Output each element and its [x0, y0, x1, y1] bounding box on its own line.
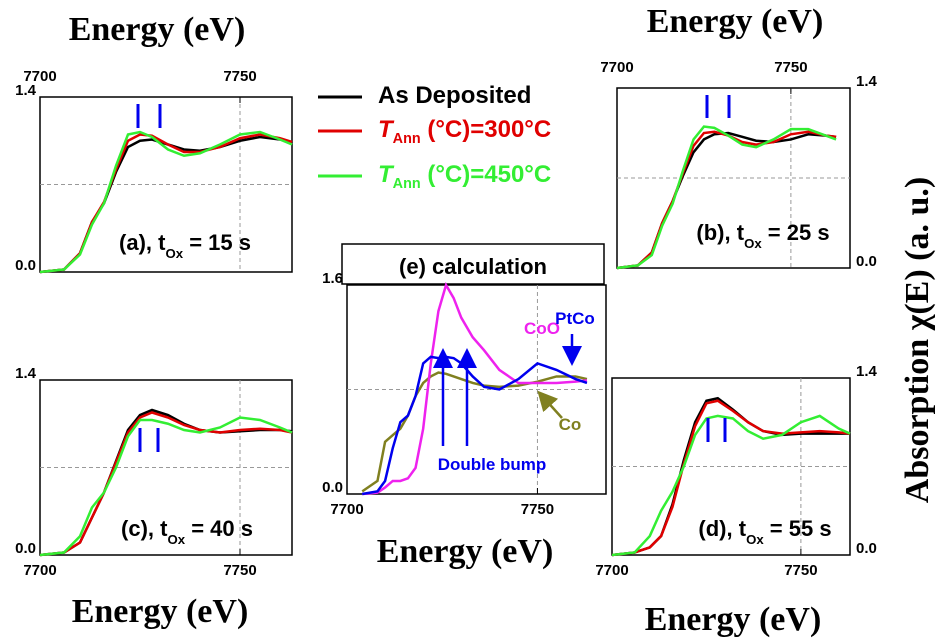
panel-title: (e) calculation: [399, 254, 547, 279]
y-tick-label: 0.0: [15, 257, 36, 274]
text-part: = 25 s: [762, 220, 830, 245]
x-tick-label: 7700: [600, 59, 633, 76]
text-part: = 15 s: [183, 230, 251, 255]
y-axis-label: Absorption χ(E) (a. u.): [899, 177, 936, 503]
text-part: (°C)=300°C: [421, 116, 552, 143]
title-box: [341, 243, 605, 285]
x-tick-label: 7750: [784, 562, 817, 579]
x-tick-label: 7750: [223, 562, 256, 579]
text-part: T: [378, 116, 395, 143]
text-part: (c), t: [121, 516, 168, 541]
y-tick-label: 1.6: [322, 270, 343, 287]
arrows: [433, 334, 582, 446]
series-line: [611, 399, 851, 557]
text-part: T: [378, 161, 395, 188]
y-tick-label: 1.4: [15, 365, 37, 382]
text-part: Ann: [393, 176, 421, 192]
panel-title: (c), tOx = 40 s: [121, 516, 253, 547]
x-tick-label: 7750: [521, 501, 554, 518]
text-part: (d), t: [698, 516, 746, 541]
text-part: (°C)=450°C: [421, 161, 552, 188]
x-tick-label: 7700: [23, 562, 56, 579]
series-line: [616, 125, 837, 270]
annotation: Co: [559, 415, 582, 434]
panel-title: (b), tOx = 25 s: [696, 220, 829, 251]
text-part: Ann: [393, 131, 421, 147]
x-axis-label: Energy (eV): [69, 11, 246, 48]
text-part: Ox: [167, 532, 185, 547]
text-part: = 40 s: [185, 516, 253, 541]
x-axis-label: Energy (eV): [647, 3, 824, 40]
panel-title: (a), tOx = 15 s: [119, 230, 251, 261]
annotation: PtCo: [555, 309, 595, 328]
y-tick-label: 0.0: [856, 253, 877, 270]
y-tick-label: 0.0: [322, 479, 343, 496]
text-part: Ox: [744, 236, 762, 251]
series-line: [611, 414, 851, 557]
annotation: Double bump: [438, 455, 547, 474]
x-tick-label: 7700: [330, 501, 363, 518]
series-line: [39, 416, 293, 557]
y-tick-label: 1.4: [856, 363, 878, 380]
y-tick-label: 1.4: [15, 82, 37, 99]
panel-title: (d), tOx = 55 s: [698, 516, 831, 547]
text-part: (a), t: [119, 230, 166, 255]
text-part: = 55 s: [764, 516, 832, 541]
bump-markers: [136, 95, 731, 452]
x-axis-label: Energy (eV): [377, 533, 554, 570]
text-part: Ox: [746, 532, 764, 547]
text-part: (b), t: [696, 220, 744, 245]
text-part: (e) calculation: [399, 254, 547, 279]
x-tick-label: 7700: [23, 68, 56, 85]
y-tick-label: 0.0: [856, 540, 877, 557]
x-tick-label: 7700: [595, 562, 628, 579]
y-tick-label: 1.4: [856, 73, 878, 90]
x-tick-label: 7750: [223, 68, 256, 85]
series-line: [39, 130, 293, 274]
x-axis-label: Energy (eV): [645, 601, 822, 638]
series-line: [362, 281, 588, 496]
legend-label: As Deposited: [378, 82, 531, 109]
legend-label: TAnn (°C)=300°C: [378, 116, 551, 146]
legend-label: TAnn (°C)=450°C: [378, 161, 551, 191]
y-tick-label: 0.0: [15, 540, 36, 557]
x-axis-label: Energy (eV): [72, 593, 249, 630]
x-tick-label: 7750: [774, 59, 807, 76]
text-part: As Deposited: [378, 82, 531, 109]
series-line: [39, 411, 293, 557]
text-part: Ox: [165, 246, 183, 261]
annotation: CoO: [524, 319, 560, 338]
